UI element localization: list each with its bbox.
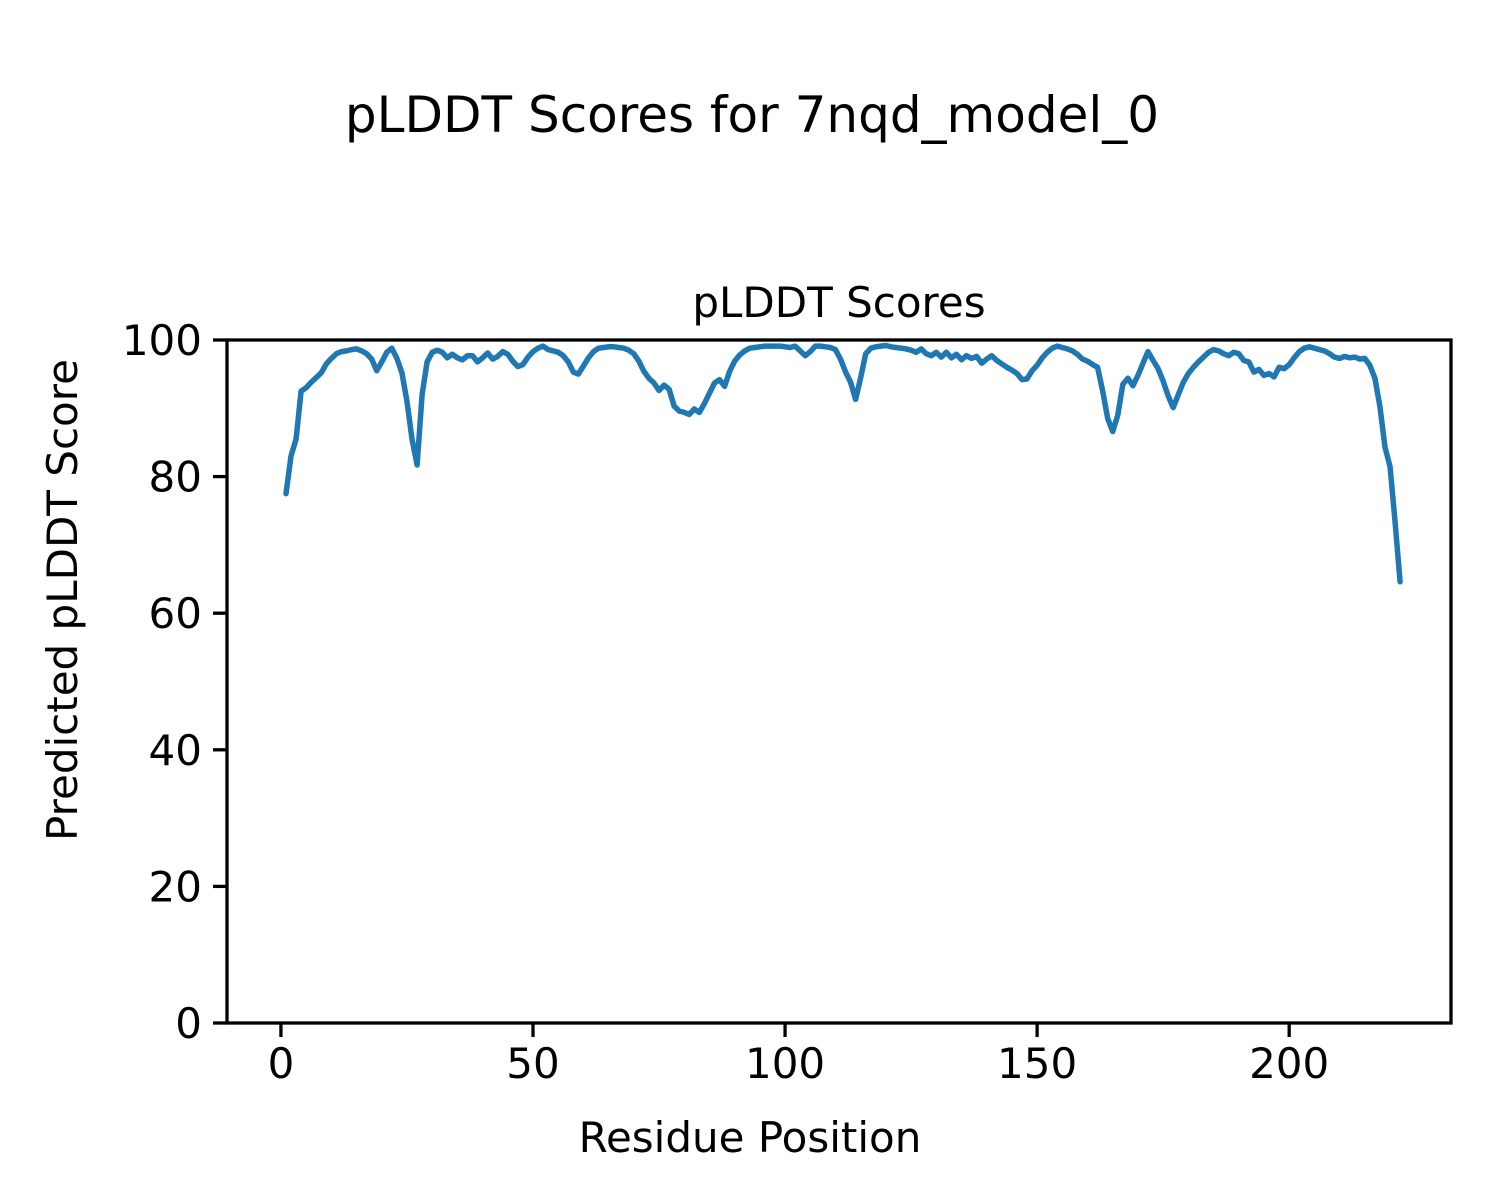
- axes-spines: [225, 338, 1453, 1025]
- y-tick-label: 40: [149, 726, 202, 775]
- y-tick-label: 60: [149, 589, 202, 638]
- plddt-line: [283, 342, 1403, 585]
- x-axis-ticks: 0 50 100 150 200: [268, 1023, 1329, 1088]
- y-axis-ticks: 0 20 40 60 80 100: [122, 316, 227, 1048]
- figure-title: pLDDT Scores for 7nqd_model_0: [345, 86, 1159, 144]
- y-tick-label: 0: [175, 999, 202, 1048]
- x-axis-label: Residue Position: [579, 1113, 922, 1162]
- x-tick-label: 150: [997, 1039, 1077, 1088]
- y-axis-label: Predicted pLDDT Score: [38, 359, 87, 841]
- x-tick-label: 100: [745, 1039, 825, 1088]
- x-tick-label: 200: [1249, 1039, 1329, 1088]
- x-tick-label: 50: [506, 1039, 559, 1088]
- y-tick-label: 80: [149, 453, 202, 502]
- y-tick-label: 20: [149, 862, 202, 911]
- plot-area: [227, 340, 1451, 1023]
- y-tick-label: 100: [122, 316, 202, 365]
- x-tick-label: 0: [268, 1039, 295, 1088]
- axes-title: pLDDT Scores: [692, 278, 985, 327]
